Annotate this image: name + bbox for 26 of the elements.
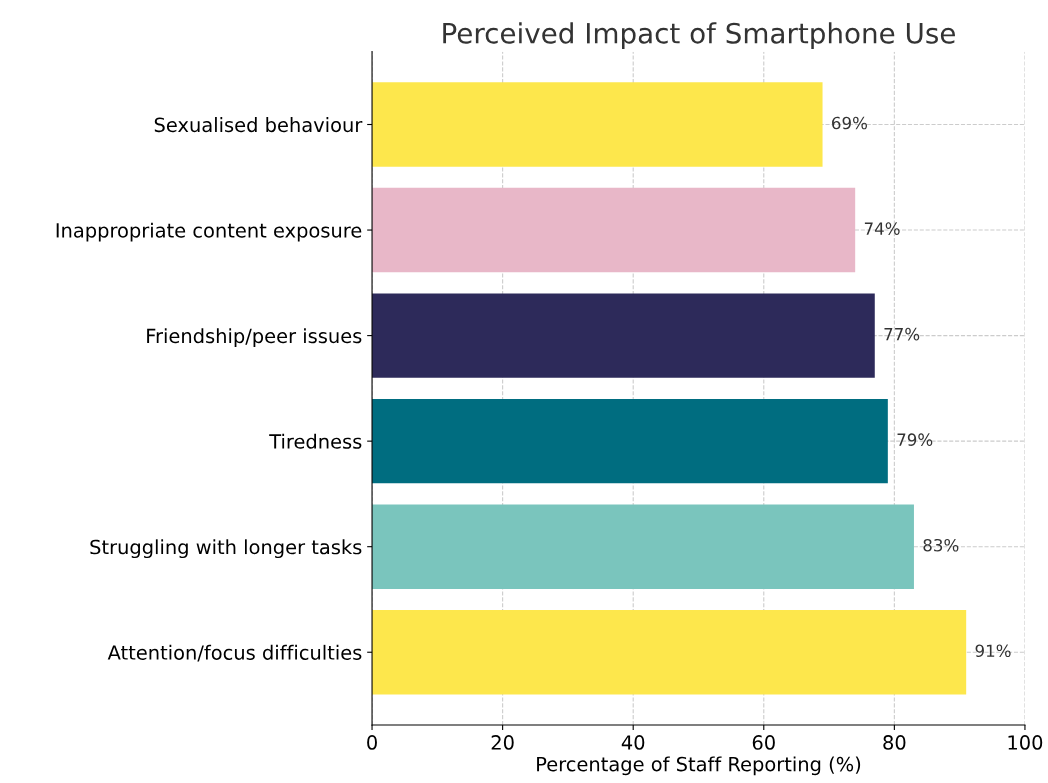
x-tick-label: 40	[621, 735, 645, 750]
x-axis-title: Percentage of Staff Reporting (%)	[537, 756, 861, 776]
bar	[372, 293, 875, 378]
chart-title: Perceived Impact of Smartphone Use	[443, 22, 955, 50]
data-label: 69%	[832, 116, 867, 130]
y-tick-label: Friendship/peer issues	[147, 328, 362, 348]
x-tick-label: 0	[367, 735, 377, 750]
y-tick-label: Attention/focus difficulties	[107, 644, 362, 662]
data-label: 83%	[923, 538, 959, 552]
y-tick-label: Struggling with longer tasks	[90, 539, 362, 559]
x-tick-label: 80	[883, 735, 906, 750]
y-tick-label: Tiredness	[269, 433, 362, 449]
bar	[372, 610, 967, 695]
bar	[372, 82, 823, 167]
bar	[372, 398, 888, 484]
x-tick-label: 60	[752, 735, 775, 750]
data-label: 74%	[864, 222, 900, 235]
data-label: 79%	[897, 433, 933, 446]
x-tick-label: 100	[1008, 735, 1043, 750]
x-tick-label: 20	[491, 735, 514, 750]
bar	[372, 504, 914, 589]
y-tick-label: Inappropriate content exposure	[56, 222, 362, 242]
data-label: 91%	[975, 644, 1011, 658]
data-label: 77%	[884, 327, 920, 341]
bar	[372, 187, 856, 273]
y-tick-label: Sexualised behaviour	[154, 117, 363, 133]
